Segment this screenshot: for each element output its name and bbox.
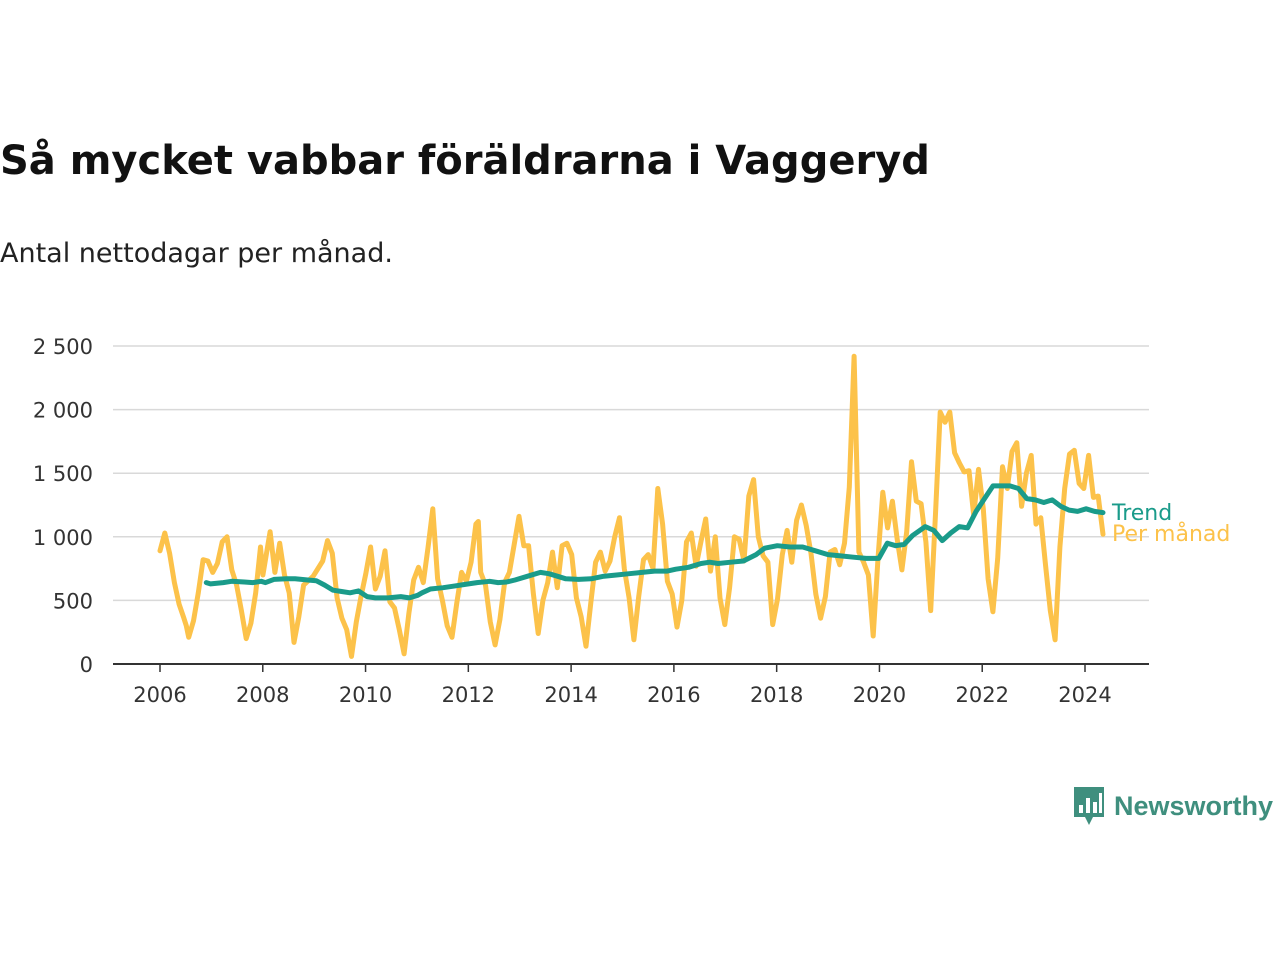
y-tick-label: 2 500 xyxy=(33,335,93,359)
x-tick-label: 2024 xyxy=(1058,683,1111,707)
x-tick-label: 2022 xyxy=(955,683,1008,707)
y-tick-label: 0 xyxy=(80,653,93,677)
newsworthy-logo-icon xyxy=(1074,787,1104,825)
x-tick-label: 2010 xyxy=(339,683,392,707)
y-tick-label: 1 000 xyxy=(33,526,93,550)
x-tick-label: 2018 xyxy=(750,683,803,707)
chart-title: Så mycket vabbar föräldrarna i Vaggeryd xyxy=(0,138,930,184)
y-tick-label: 500 xyxy=(53,589,93,613)
x-tick-label: 2008 xyxy=(236,683,289,707)
x-tick-label: 2016 xyxy=(647,683,700,707)
series-label-per-manad: Per månad xyxy=(1112,521,1230,547)
series-line-trend xyxy=(203,483,1106,601)
y-tick-label: 1 500 xyxy=(33,462,93,486)
series-line-per-manad xyxy=(157,353,1106,659)
x-tick-label: 2006 xyxy=(133,683,186,707)
x-tick-label: 2020 xyxy=(853,683,906,707)
x-tick-label: 2014 xyxy=(544,683,597,707)
series-label-trend: Trend xyxy=(1111,501,1172,526)
brand-name: Newsworthy xyxy=(1114,790,1274,821)
brand-logo: Newsworthy xyxy=(1072,784,1273,828)
chart-subtitle: Antal nettodagar per månad. xyxy=(0,238,393,269)
x-tick-label: 2012 xyxy=(442,683,495,707)
y-tick-label: 2 000 xyxy=(33,399,93,423)
